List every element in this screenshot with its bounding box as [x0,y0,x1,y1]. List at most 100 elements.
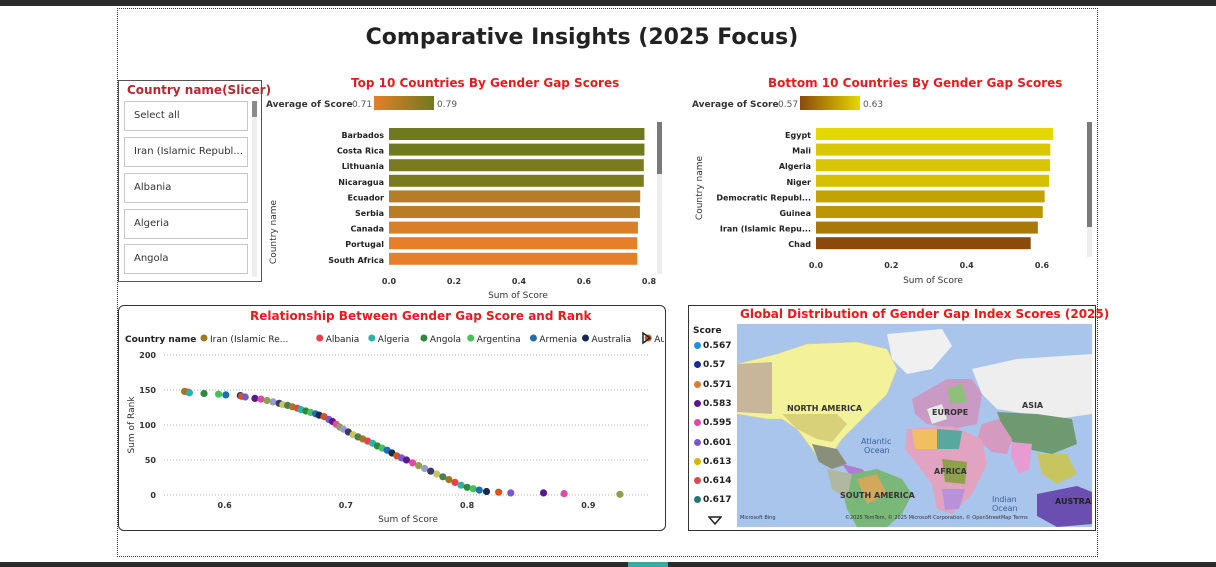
legend-item[interactable]: Armenia [539,335,577,345]
scatter-point[interactable] [439,473,447,481]
southern-africa-region [942,489,965,510]
scatter-point[interactable] [427,467,435,475]
slicer-scrollbar[interactable] [252,101,257,117]
bar-portugal[interactable] [389,237,638,250]
bar-algeria[interactable] [816,159,1050,172]
legend-item[interactable]: Albania [326,335,360,345]
scatter-point[interactable] [457,481,465,489]
scatter-point[interactable] [463,483,471,491]
bar-guinea[interactable] [816,206,1043,218]
legend-item[interactable]: Argentina [477,335,521,345]
map-legend: Score 0.567 0.57 0.571 0.583 0.595 0.601 0.613… [690,322,740,528]
map-legend-item[interactable]: 0.614 [694,476,731,486]
scatter-point[interactable] [222,391,230,399]
y-tick-label: 150 [139,386,156,395]
map-legend-item[interactable]: 0.595 [694,418,731,428]
legend-item[interactable]: Australia [592,335,632,345]
bar-canada[interactable] [389,221,638,234]
slicer-item[interactable]: Albania [124,173,248,203]
map-legend-item[interactable]: 0.583 [694,399,731,409]
bar-iran-islamic-repu-[interactable] [816,221,1038,234]
slicer-item[interactable]: Algeria [124,209,248,239]
scandinavia-region [947,384,967,404]
page-tab-indicator[interactable] [628,562,668,567]
scatter-point[interactable] [469,485,477,493]
label-indian: Indian [992,495,1017,504]
map-legend-item[interactable]: 0.567 [694,341,731,351]
legend-dot [420,334,428,342]
legend-label: 0.617 [703,495,732,506]
x-tick-label: 0.8 [642,277,657,286]
map-legend-item[interactable]: 0.601 [694,438,731,448]
bar-label: Portugal [345,240,384,249]
bar-democratic-republ-[interactable] [816,190,1045,203]
x-tick-label: 0.2 [884,261,898,270]
scatter-point[interactable] [415,462,423,470]
scatter-point[interactable] [507,489,515,497]
top-scroll-track[interactable] [657,122,662,274]
bar-lithuania[interactable] [389,159,644,172]
map-attribution[interactable]: ©2025 TomTom, © 2025 Microsoft Corporati… [845,514,1028,521]
bar-nicaragua[interactable] [389,174,644,187]
bottom-scrollbar[interactable] [1087,122,1092,227]
map-legend-down-icon[interactable] [708,516,722,526]
scatter-point[interactable] [408,459,417,467]
bar-mali[interactable] [816,143,1051,156]
legend-label: 0.614 [703,476,732,487]
slicer-scroll-track[interactable] [252,101,257,277]
x-tick-label: 0.4 [512,277,527,286]
world-map[interactable]: NORTH AMERICA EUROPE ASIA AFRICA SOUTH A… [737,324,1092,527]
legend-item[interactable]: Austria [654,335,664,345]
scatter-point[interactable] [482,487,491,496]
scatter-point[interactable] [495,488,503,496]
scatter-point[interactable] [433,470,441,478]
x-tick-label: 0.0 [809,261,824,270]
bar-label: Lithuania [342,162,384,171]
label-europe: EUROPE [932,408,968,417]
bottom-legend-gradient [800,96,860,110]
bar-south-africa[interactable] [389,252,638,265]
scatter-point[interactable] [616,490,624,498]
bar-barbados[interactable] [389,128,645,140]
scatter-point[interactable] [475,486,483,494]
x-tick-label: 0.6 [1035,261,1050,270]
scatter-point[interactable] [445,476,453,484]
scatter-point[interactable] [185,389,194,397]
bar-chad[interactable] [816,237,1031,250]
slicer-item[interactable]: Iran (Islamic Republ... [124,137,248,167]
slicer-item[interactable]: Angola [124,244,248,274]
scatter-point[interactable] [451,478,459,486]
map-legend-item[interactable]: 0.613 [694,457,731,467]
y-tick-label: 200 [139,351,156,360]
legend-item[interactable]: Angola [430,335,461,345]
scatter-chart: Country name Iran (Islamic Re... Albania A… [125,331,664,525]
scatter-point[interactable] [257,395,265,403]
x-tick-label: 0.6 [577,277,592,286]
scatter-point[interactable] [269,398,277,406]
bar-niger[interactable] [816,174,1050,187]
scatter-point[interactable] [560,490,568,498]
scatter-point[interactable] [200,389,208,398]
bar-serbia[interactable] [389,206,640,218]
scatter-card [118,305,666,531]
bar-ecuador[interactable] [389,190,641,203]
legend-next-icon[interactable] [642,331,652,345]
bar-costa-rica[interactable] [389,143,645,156]
scatter-point[interactable] [251,394,259,402]
legend-item[interactable]: Algeria [378,335,410,345]
scatter-point[interactable] [241,393,249,401]
top-scrollbar[interactable] [657,122,662,174]
scatter-point[interactable] [263,396,271,405]
bottom-legend-min: 0.57 [778,100,798,110]
scatter-point[interactable] [539,489,548,497]
legend-item[interactable]: Iran (Islamic Re... [210,335,288,345]
bar-egypt[interactable] [816,128,1053,140]
map-legend-item[interactable]: 0.617 [694,495,731,505]
scatter-point[interactable] [214,390,223,398]
slicer-item-select-all[interactable]: Select all [124,101,248,131]
greenland-region [887,329,952,374]
map-legend-item[interactable]: 0.571 [694,380,731,390]
map-legend-item[interactable]: 0.57 [694,360,725,370]
scatter-point[interactable] [421,464,429,472]
scatter-point[interactable] [402,456,411,464]
